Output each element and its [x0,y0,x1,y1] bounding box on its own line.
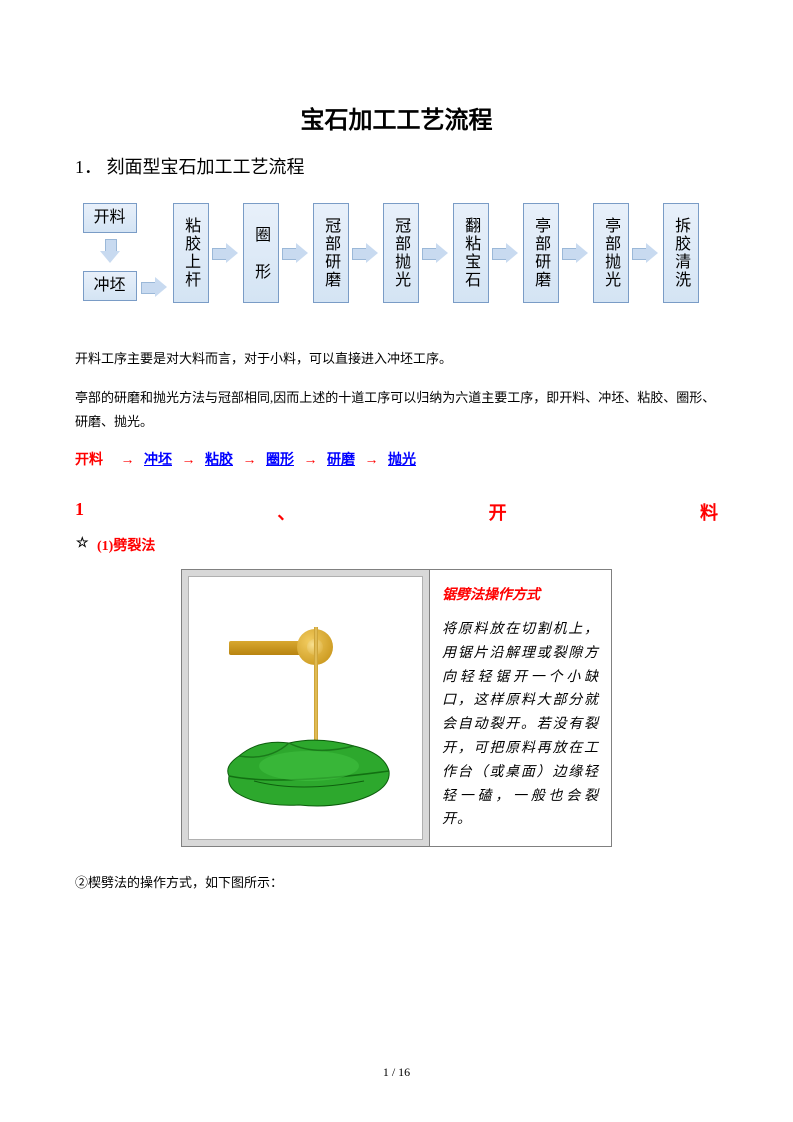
red-num: 1 [75,499,84,525]
flow-box-3: 冠部研磨 [313,203,349,303]
flow-box-chongpi: 冲坯 [83,271,137,301]
flow-box-5: 翻粘宝石 [453,203,489,303]
paragraph-3: ②楔劈法的操作方式，如下图所示： [75,871,718,894]
figure-image-cell [182,570,430,847]
stone-icon [219,731,394,811]
page-number: 1 / 16 [0,1065,793,1080]
arrow-icon: → [304,453,318,468]
arrow-right-icon [422,243,450,263]
arrow-icon: → [182,453,196,468]
link-prefix: 开料 [75,453,103,468]
red-char-2: 料 [700,499,718,525]
cutter-stem-icon [314,627,318,747]
figure-illustration [188,576,423,840]
red-sep: 、 [277,499,295,525]
arrow-right-icon [141,277,169,297]
arrow-right-icon [632,243,660,263]
link-chongpi[interactable]: 冲坯 [144,453,172,468]
figure-desc-title: 锯劈法操作方式 [442,584,599,608]
flow-box-2: 圈 形 [243,203,279,303]
figure-table: 锯劈法操作方式 将原料放在切割机上，用锯片沿解理或裂隙方向轻轻锯开一个小缺口，这… [181,569,612,847]
bullet-icon: ☆ [76,535,89,552]
flow-box-7: 亭部抛光 [593,203,629,303]
figure-desc-body: 将原料放在切割机上，用锯片沿解理或裂隙方向轻轻锯开一个小缺口，这样原料大部分就会… [442,618,599,832]
arrow-right-icon [352,243,380,263]
arrow-right-icon [562,243,590,263]
section-kailiao-heading: 1 、 开 料 [75,499,718,525]
subsection-label: (1)劈裂法 [97,539,155,554]
flow-box-8: 拆胶清洗 [663,203,699,303]
arrow-down-icon [100,239,120,265]
arrow-icon: → [121,453,135,468]
link-quanxing[interactable]: 圈形 [266,453,294,468]
flow-box-1: 粘胶上杆 [173,203,209,303]
flow-box-kailiao: 开料 [83,203,137,233]
figure-desc-cell: 锯劈法操作方式 将原料放在切割机上，用锯片沿解理或裂隙方向轻轻锯开一个小缺口，这… [430,570,612,847]
arrow-icon: → [243,453,257,468]
arrow-right-icon [282,243,310,263]
subsection-1: ☆ (1)劈裂法 [97,535,718,555]
summary-flow-line: 开料 → 冲坯 → 粘胶 → 圈形 → 研磨 → 抛光 [75,449,718,469]
page-title: 宝石加工工艺流程 [75,100,718,135]
arrow-right-icon [492,243,520,263]
flow-box-6: 亭部研磨 [523,203,559,303]
link-nianjiao[interactable]: 粘胶 [205,453,233,468]
red-char-1: 开 [489,499,507,525]
link-paoguang[interactable]: 抛光 [388,453,416,468]
arrow-right-icon [212,243,240,263]
flowchart: 开料 冲坯 粘胶上杆 圈 形 冠部研磨 冠部抛光 翻粘宝石 亭部研磨 亭部抛光 … [77,197,717,317]
flow-box-4: 冠部抛光 [383,203,419,303]
section-1-heading: 1． 刻面型宝石加工工艺流程 [75,153,718,179]
paragraph-2: 亭部的研磨和抛光方法与冠部相同,因而上述的十道工序可以归纳为六道主要工序，即开料… [75,386,718,433]
paragraph-1: 开料工序主要是对大料而言，对于小料，可以直接进入冲坯工序。 [75,347,718,370]
link-yanmo[interactable]: 研磨 [327,453,355,468]
arrow-icon: → [365,453,379,468]
